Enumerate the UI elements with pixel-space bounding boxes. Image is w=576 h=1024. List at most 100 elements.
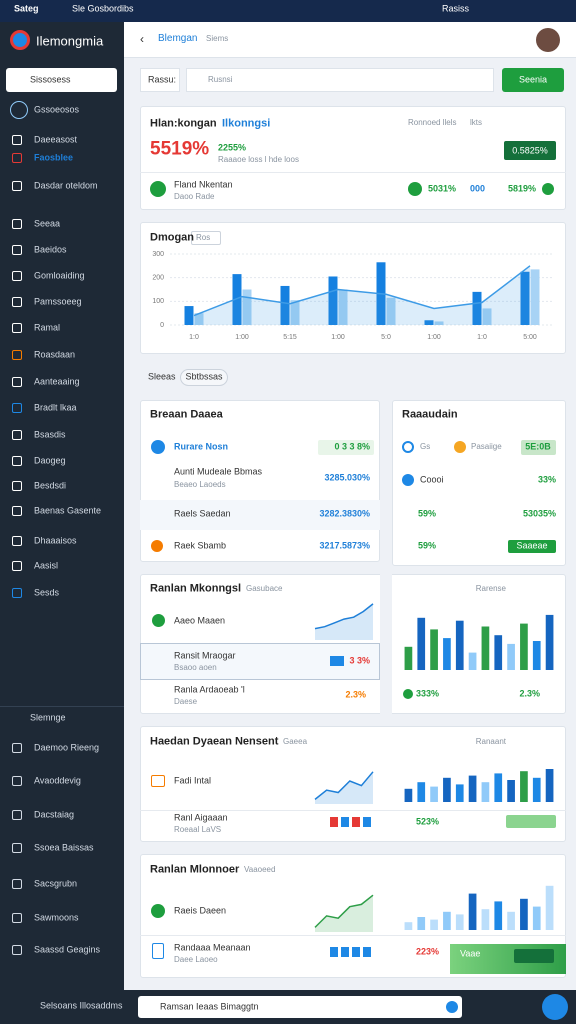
area-fill bbox=[315, 771, 373, 804]
bar bbox=[520, 771, 528, 802]
app-logo bbox=[10, 30, 30, 50]
title: Haedan Dyaean Nensent bbox=[150, 735, 279, 748]
items[interactable]: Daogeg bbox=[34, 455, 66, 466]
items[interactable]: Baenas Gasente bbox=[34, 505, 102, 516]
nav-icon bbox=[12, 561, 22, 571]
items[interactable]: Roasdaan bbox=[34, 349, 76, 360]
items[interactable]: Seeaa bbox=[34, 218, 61, 229]
value: 53035% bbox=[522, 508, 556, 519]
primary-button[interactable] bbox=[502, 68, 564, 92]
dropdown[interactable] bbox=[191, 231, 221, 245]
items[interactable]: Ramal bbox=[34, 322, 61, 333]
x-tick-label: 1:00 bbox=[331, 334, 345, 341]
line bbox=[314, 894, 374, 928]
label: Aunti Mudeale Bbmas bbox=[174, 466, 263, 477]
subtitle: Sle Gosbordibs bbox=[72, 3, 134, 14]
bar bbox=[472, 291, 482, 325]
value: 5E:0B bbox=[525, 441, 551, 452]
check-icon bbox=[150, 181, 166, 197]
section-items[interactable]: Saassd Geagins bbox=[34, 944, 101, 955]
items[interactable]: Dhaaaisos bbox=[34, 535, 77, 546]
chat-button[interactable] bbox=[542, 994, 568, 1020]
nav-icon bbox=[12, 403, 22, 413]
bottom-search[interactable] bbox=[138, 996, 462, 1018]
section-items[interactable]: Sawmoons bbox=[34, 912, 79, 923]
bar-chart bbox=[404, 769, 554, 802]
items[interactable]: Gssoeosos bbox=[34, 104, 80, 115]
bar bbox=[532, 906, 541, 930]
row-highlight bbox=[140, 643, 380, 680]
row: Aaeo Maaen bbox=[174, 615, 226, 626]
section-items[interactable]: Sacsgrubn bbox=[34, 878, 78, 889]
pill[interactable] bbox=[180, 369, 228, 386]
markers bbox=[330, 817, 372, 827]
bar bbox=[242, 289, 252, 325]
item-sub: Daoo Rade bbox=[174, 192, 215, 201]
filter2: lkts bbox=[470, 118, 482, 127]
items[interactable]: Daeeasost bbox=[34, 134, 78, 145]
label: Coooi bbox=[420, 474, 444, 485]
nav-icon bbox=[12, 181, 22, 191]
stat: 223% bbox=[416, 946, 440, 957]
filter: Rarense bbox=[475, 584, 506, 593]
section-items[interactable]: Daemoo Rieeng bbox=[34, 742, 100, 753]
items[interactable]: Pamssoeeg bbox=[34, 296, 82, 307]
trend-chart: 0 100 200 300 1:0 1:00 5:15 1:00 5:0 1:00 1:0 5:00 bbox=[152, 251, 554, 341]
section-items[interactable]: Dacstaiag bbox=[34, 809, 75, 820]
items[interactable]: Dasdar oteldom bbox=[34, 180, 98, 191]
item-sub: Daee Laoeo bbox=[174, 955, 218, 964]
bar bbox=[520, 271, 530, 325]
section-items[interactable]: Ssoea Baissas bbox=[34, 842, 94, 853]
bar bbox=[545, 885, 554, 930]
bar bbox=[520, 898, 528, 930]
button[interactable] bbox=[508, 540, 556, 553]
value-pill bbox=[318, 440, 374, 455]
filter-box[interactable] bbox=[140, 68, 180, 92]
icon bbox=[454, 441, 466, 453]
bar bbox=[481, 782, 490, 802]
items[interactable]: Aanteaaing bbox=[34, 376, 80, 387]
bar-chart bbox=[404, 885, 554, 930]
nav-icon bbox=[12, 506, 22, 516]
performance-card bbox=[392, 400, 566, 566]
nav-icon bbox=[12, 350, 22, 360]
icon bbox=[403, 689, 413, 699]
items[interactable]: Faosblee bbox=[34, 152, 74, 163]
items[interactable]: Aasisl bbox=[34, 560, 59, 571]
icon bbox=[152, 614, 165, 627]
x-tick-label: 1:0 bbox=[477, 334, 487, 341]
item: Ransit Mraogar bbox=[174, 650, 236, 661]
items[interactable]: Sesds bbox=[34, 587, 60, 598]
bar bbox=[290, 300, 300, 325]
items[interactable]: Gomloaiding bbox=[34, 270, 85, 281]
bar bbox=[430, 919, 438, 930]
section-items[interactable]: Avaoddevig bbox=[34, 775, 81, 786]
search-box[interactable] bbox=[186, 68, 494, 92]
items[interactable]: Bsasdis bbox=[34, 429, 66, 440]
items[interactable]: Baeidos bbox=[34, 244, 67, 255]
value: 33% bbox=[537, 474, 556, 485]
bar bbox=[443, 777, 451, 802]
section: Slemnge bbox=[30, 712, 66, 723]
area-chart bbox=[314, 603, 374, 640]
bar bbox=[424, 320, 434, 325]
item: Ranl Aigaaan bbox=[174, 812, 228, 823]
back-button[interactable]: ‹ bbox=[140, 32, 144, 46]
stats: 000 bbox=[470, 183, 486, 194]
note: Raaaoe loss l hde loos bbox=[218, 155, 299, 164]
value: 3282.3830% bbox=[319, 508, 370, 519]
icon bbox=[402, 441, 414, 453]
bar bbox=[482, 308, 492, 325]
label: 59% bbox=[418, 540, 437, 551]
label: Gs bbox=[420, 442, 431, 451]
search: Sissosess bbox=[30, 74, 71, 85]
label: Rurare Nosn bbox=[174, 441, 229, 452]
items[interactable]: Bradlt lkaa bbox=[34, 402, 77, 413]
x-tick-label: 5:15 bbox=[283, 334, 297, 341]
button[interactable] bbox=[514, 949, 554, 963]
icon bbox=[151, 775, 165, 787]
sidebar-search[interactable] bbox=[6, 68, 117, 92]
avatar[interactable] bbox=[536, 28, 560, 52]
items[interactable]: Besdsdi bbox=[34, 480, 67, 491]
tab: Siems bbox=[206, 34, 229, 43]
